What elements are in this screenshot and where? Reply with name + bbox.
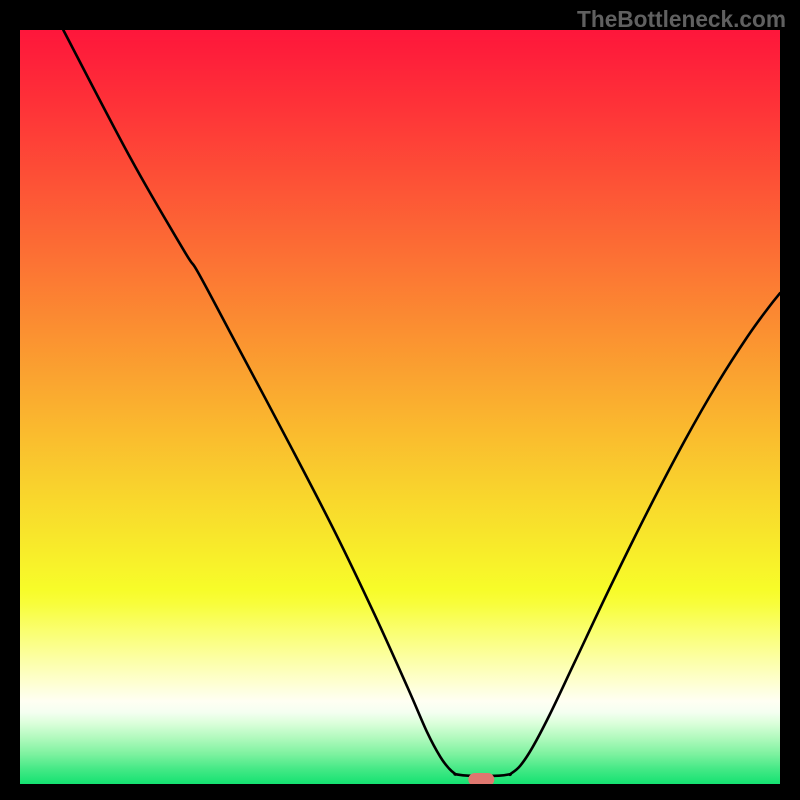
valley-marker xyxy=(20,30,780,784)
watermark-text: TheBottleneck.com xyxy=(577,6,786,33)
chart-frame: TheBottleneck.com xyxy=(0,0,800,800)
plot-area xyxy=(20,30,780,784)
